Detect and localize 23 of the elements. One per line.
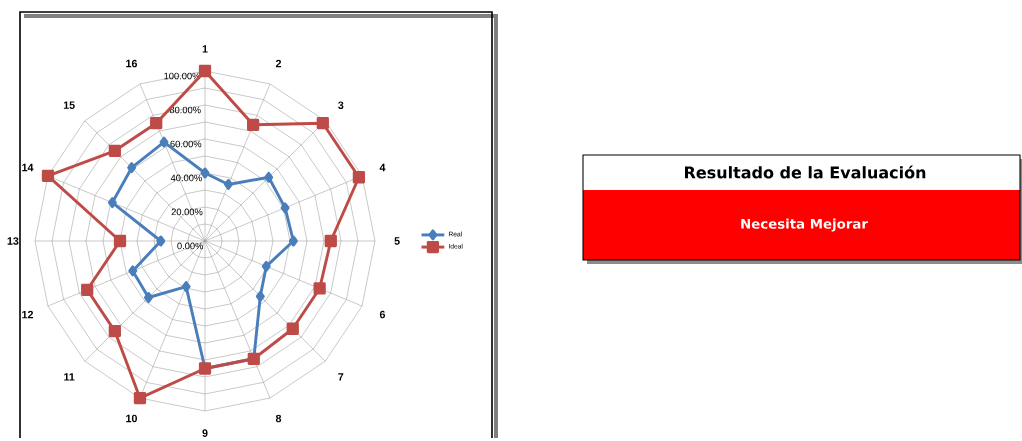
spoke-label: 2 bbox=[275, 59, 282, 68]
spoke-label: 14 bbox=[22, 163, 34, 171]
spoke-label: 7 bbox=[338, 373, 344, 381]
text: Resultado de la Evaluación bbox=[685, 165, 926, 179]
spoke-label: 3 bbox=[338, 101, 344, 109]
spoke-label: 12 bbox=[22, 310, 34, 319]
spoke-label: 16 bbox=[126, 59, 138, 68]
y-tick-label: 0.00% bbox=[177, 242, 204, 250]
spoke-label: 4 bbox=[379, 163, 386, 171]
y-tick-label: 20.00% bbox=[171, 208, 203, 216]
spoke-label: 6 bbox=[379, 310, 386, 319]
y-tick-label: 60.00% bbox=[170, 140, 202, 148]
spoke-label: 5 bbox=[394, 237, 400, 245]
spoke-label: 13 bbox=[7, 237, 19, 245]
y-tick-label: 80.00% bbox=[169, 106, 201, 114]
spoke-label: 11 bbox=[64, 373, 75, 381]
spoke-label: 8 bbox=[275, 414, 282, 423]
y-tick-label: 40.00% bbox=[170, 174, 202, 182]
spoke-label: 1 bbox=[202, 45, 208, 53]
spoke-label: 15 bbox=[63, 101, 75, 109]
spoke-label: 10 bbox=[126, 414, 137, 423]
text: Necesita Mejorar bbox=[741, 218, 868, 232]
spoke-label: 9 bbox=[202, 429, 208, 437]
